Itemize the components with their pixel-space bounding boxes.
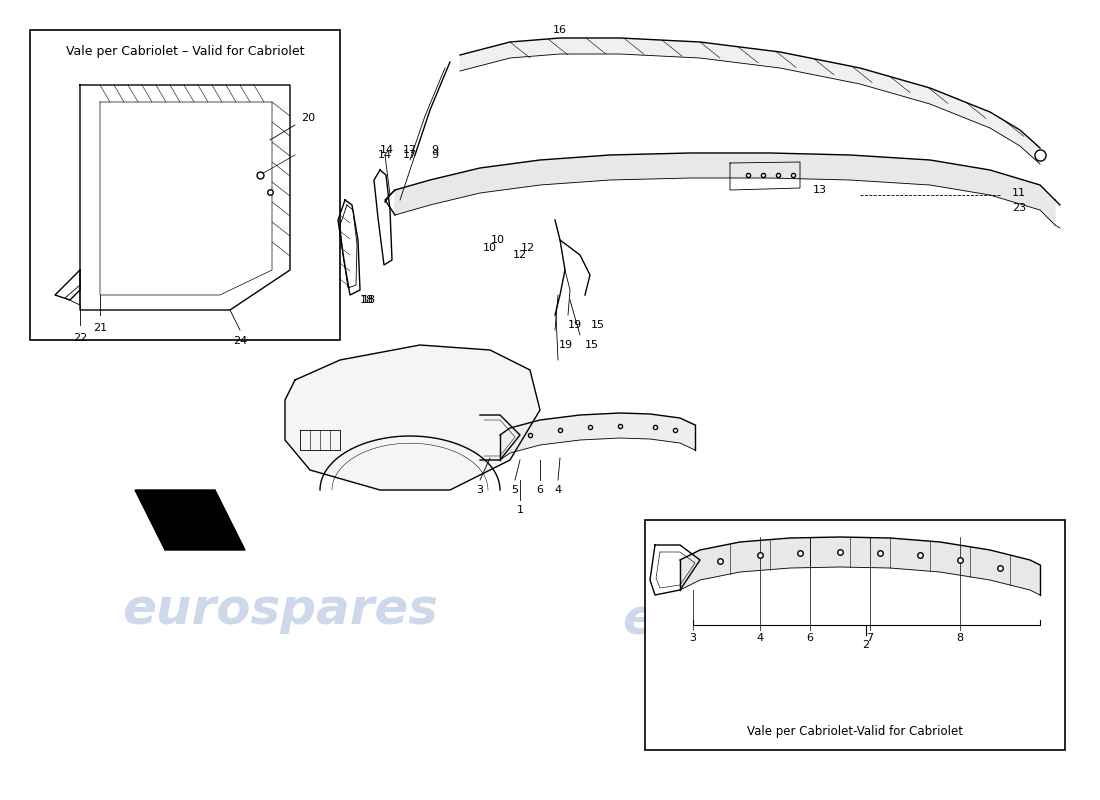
Text: 14: 14 [378, 150, 392, 160]
Text: 19: 19 [568, 320, 582, 330]
Text: 10: 10 [483, 243, 497, 253]
Text: Vale per Cabriolet-Valid for Cabriolet: Vale per Cabriolet-Valid for Cabriolet [747, 726, 962, 738]
Text: 15: 15 [591, 320, 605, 330]
Text: 21: 21 [92, 323, 107, 333]
Text: Vale per Cabriolet – Valid for Cabriolet: Vale per Cabriolet – Valid for Cabriolet [66, 46, 305, 58]
Text: 3: 3 [690, 633, 696, 643]
Text: 24: 24 [233, 336, 248, 346]
Text: 18: 18 [362, 295, 376, 305]
Polygon shape [395, 153, 1055, 225]
Text: 7: 7 [867, 633, 873, 643]
Text: 20: 20 [301, 113, 315, 123]
Text: 6: 6 [806, 633, 814, 643]
Text: 15: 15 [585, 340, 600, 350]
Polygon shape [460, 38, 1040, 164]
Polygon shape [500, 413, 695, 460]
Text: 12: 12 [521, 243, 535, 253]
Text: 17: 17 [403, 145, 417, 155]
Text: 14: 14 [379, 145, 394, 155]
Text: 8: 8 [956, 633, 964, 643]
Bar [30, 30, 340, 340]
Text: 3: 3 [476, 485, 484, 495]
Polygon shape [285, 345, 540, 490]
Text: 4: 4 [757, 633, 763, 643]
Polygon shape [80, 85, 290, 310]
Text: 1: 1 [517, 505, 524, 515]
Text: 12: 12 [513, 250, 527, 260]
Text: 11: 11 [1012, 188, 1026, 198]
Text: 16: 16 [553, 25, 566, 35]
Text: 4: 4 [554, 485, 562, 495]
Text: 9: 9 [431, 150, 439, 160]
Text: 22: 22 [73, 333, 87, 343]
Text: 6: 6 [537, 485, 543, 495]
Text: 5: 5 [512, 485, 518, 495]
Text: 10: 10 [491, 235, 505, 245]
Text: 13: 13 [813, 185, 827, 195]
Text: eurospares: eurospares [122, 586, 438, 634]
Bar [645, 520, 1065, 750]
Text: 23: 23 [1012, 203, 1026, 213]
Polygon shape [680, 537, 1040, 595]
Text: 9: 9 [431, 145, 439, 155]
Text: 19: 19 [559, 340, 573, 350]
Polygon shape [135, 490, 245, 550]
Text: 18: 18 [360, 295, 374, 305]
Text: 2: 2 [862, 640, 870, 650]
Text: eurospares: eurospares [621, 596, 938, 644]
Text: 17: 17 [403, 150, 417, 160]
